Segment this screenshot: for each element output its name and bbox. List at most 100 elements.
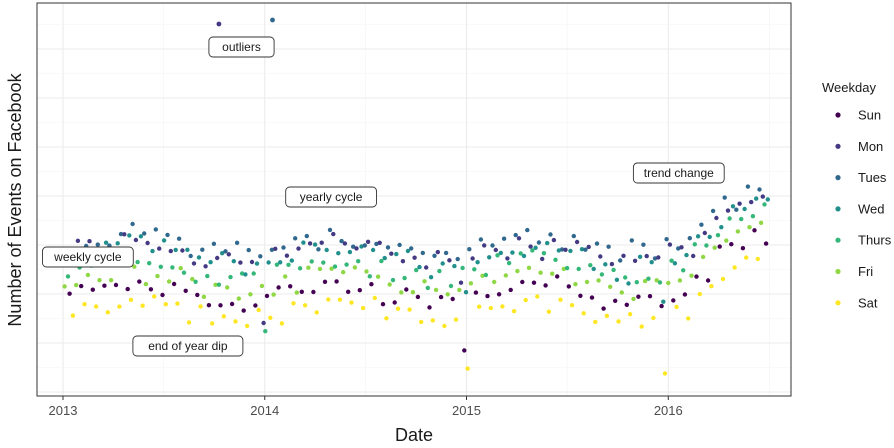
data-points bbox=[60, 17, 770, 376]
data-point bbox=[487, 255, 492, 260]
data-point bbox=[546, 309, 552, 314]
data-point bbox=[70, 313, 76, 318]
legend-key bbox=[835, 175, 841, 181]
data-point bbox=[739, 216, 744, 222]
data-point bbox=[760, 194, 765, 199]
data-point bbox=[299, 289, 304, 294]
data-point bbox=[604, 313, 610, 318]
data-point bbox=[427, 305, 432, 310]
data-point bbox=[656, 255, 661, 260]
data-point bbox=[62, 284, 67, 289]
data-point bbox=[501, 236, 507, 241]
data-point bbox=[613, 298, 618, 303]
grid bbox=[37, 3, 791, 396]
data-point bbox=[113, 282, 119, 288]
data-point bbox=[704, 243, 709, 248]
data-point bbox=[442, 323, 447, 329]
data-point bbox=[103, 240, 109, 245]
data-point bbox=[420, 250, 425, 256]
data-point bbox=[215, 255, 220, 261]
data-point bbox=[347, 249, 353, 255]
annotation-box bbox=[208, 36, 275, 58]
data-point bbox=[611, 267, 616, 273]
data-point bbox=[125, 286, 130, 292]
data-point bbox=[571, 233, 576, 239]
data-point bbox=[231, 259, 236, 264]
data-point bbox=[765, 197, 770, 202]
data-point bbox=[168, 248, 173, 254]
data-point bbox=[594, 241, 600, 246]
data-point bbox=[564, 265, 570, 271]
data-point bbox=[667, 242, 673, 247]
data-point bbox=[337, 297, 343, 302]
data-point bbox=[754, 196, 759, 201]
data-point bbox=[538, 270, 543, 275]
data-point bbox=[93, 304, 99, 309]
data-point bbox=[306, 265, 311, 270]
data-point bbox=[239, 271, 245, 276]
data-point bbox=[473, 290, 479, 295]
data-point bbox=[356, 259, 361, 264]
data-point bbox=[374, 241, 379, 247]
data-point bbox=[326, 297, 331, 302]
data-point bbox=[505, 256, 510, 261]
data-point bbox=[135, 259, 140, 265]
data-point bbox=[302, 303, 308, 308]
data-point bbox=[608, 284, 613, 289]
data-point bbox=[293, 236, 298, 241]
data-point bbox=[407, 307, 412, 312]
data-point bbox=[589, 295, 595, 300]
data-point bbox=[211, 241, 217, 246]
annotation-label: end of year dip bbox=[132, 335, 244, 357]
data-point bbox=[447, 258, 452, 263]
data-point bbox=[700, 254, 706, 260]
data-point bbox=[671, 298, 676, 303]
data-point bbox=[548, 232, 553, 237]
data-point bbox=[294, 290, 299, 295]
data-point bbox=[97, 278, 102, 283]
data-point bbox=[329, 266, 334, 271]
data-point bbox=[284, 253, 290, 258]
annotation-text: weekly cycle bbox=[53, 250, 122, 264]
legend-entry: Sun bbox=[858, 108, 881, 123]
data-point bbox=[498, 250, 503, 256]
data-point bbox=[181, 270, 187, 275]
data-point bbox=[737, 201, 742, 206]
data-point bbox=[435, 249, 440, 255]
data-point bbox=[482, 243, 487, 248]
data-point bbox=[95, 242, 101, 247]
data-point bbox=[463, 290, 469, 295]
data-point bbox=[327, 227, 333, 233]
data-point bbox=[175, 301, 180, 306]
x-tick-label: 2014 bbox=[250, 403, 279, 418]
data-point bbox=[160, 292, 165, 298]
data-point bbox=[478, 237, 484, 242]
legend-entry: Thurs bbox=[858, 233, 892, 248]
data-point bbox=[757, 187, 762, 192]
data-point bbox=[432, 253, 437, 258]
data-point bbox=[642, 278, 648, 284]
data-point bbox=[269, 247, 275, 252]
data-point bbox=[722, 195, 727, 200]
data-point bbox=[360, 305, 366, 311]
legend-entry: Wed bbox=[858, 201, 885, 216]
x-tick-label: 2016 bbox=[654, 403, 683, 418]
legend-entry: Mon bbox=[858, 139, 883, 154]
data-point bbox=[619, 290, 624, 295]
data-point bbox=[253, 303, 258, 308]
data-point bbox=[150, 248, 155, 254]
data-point bbox=[147, 261, 152, 266]
data-point bbox=[210, 321, 215, 326]
data-point bbox=[430, 318, 435, 323]
data-point bbox=[349, 300, 354, 305]
data-point bbox=[677, 278, 683, 283]
data-point bbox=[410, 290, 416, 295]
data-point bbox=[352, 265, 358, 270]
data-point bbox=[249, 259, 255, 265]
data-point bbox=[584, 279, 590, 285]
data-point bbox=[506, 260, 512, 266]
data-point bbox=[153, 227, 158, 232]
data-point bbox=[397, 242, 402, 248]
data-point bbox=[603, 262, 608, 267]
data-point bbox=[702, 230, 707, 236]
